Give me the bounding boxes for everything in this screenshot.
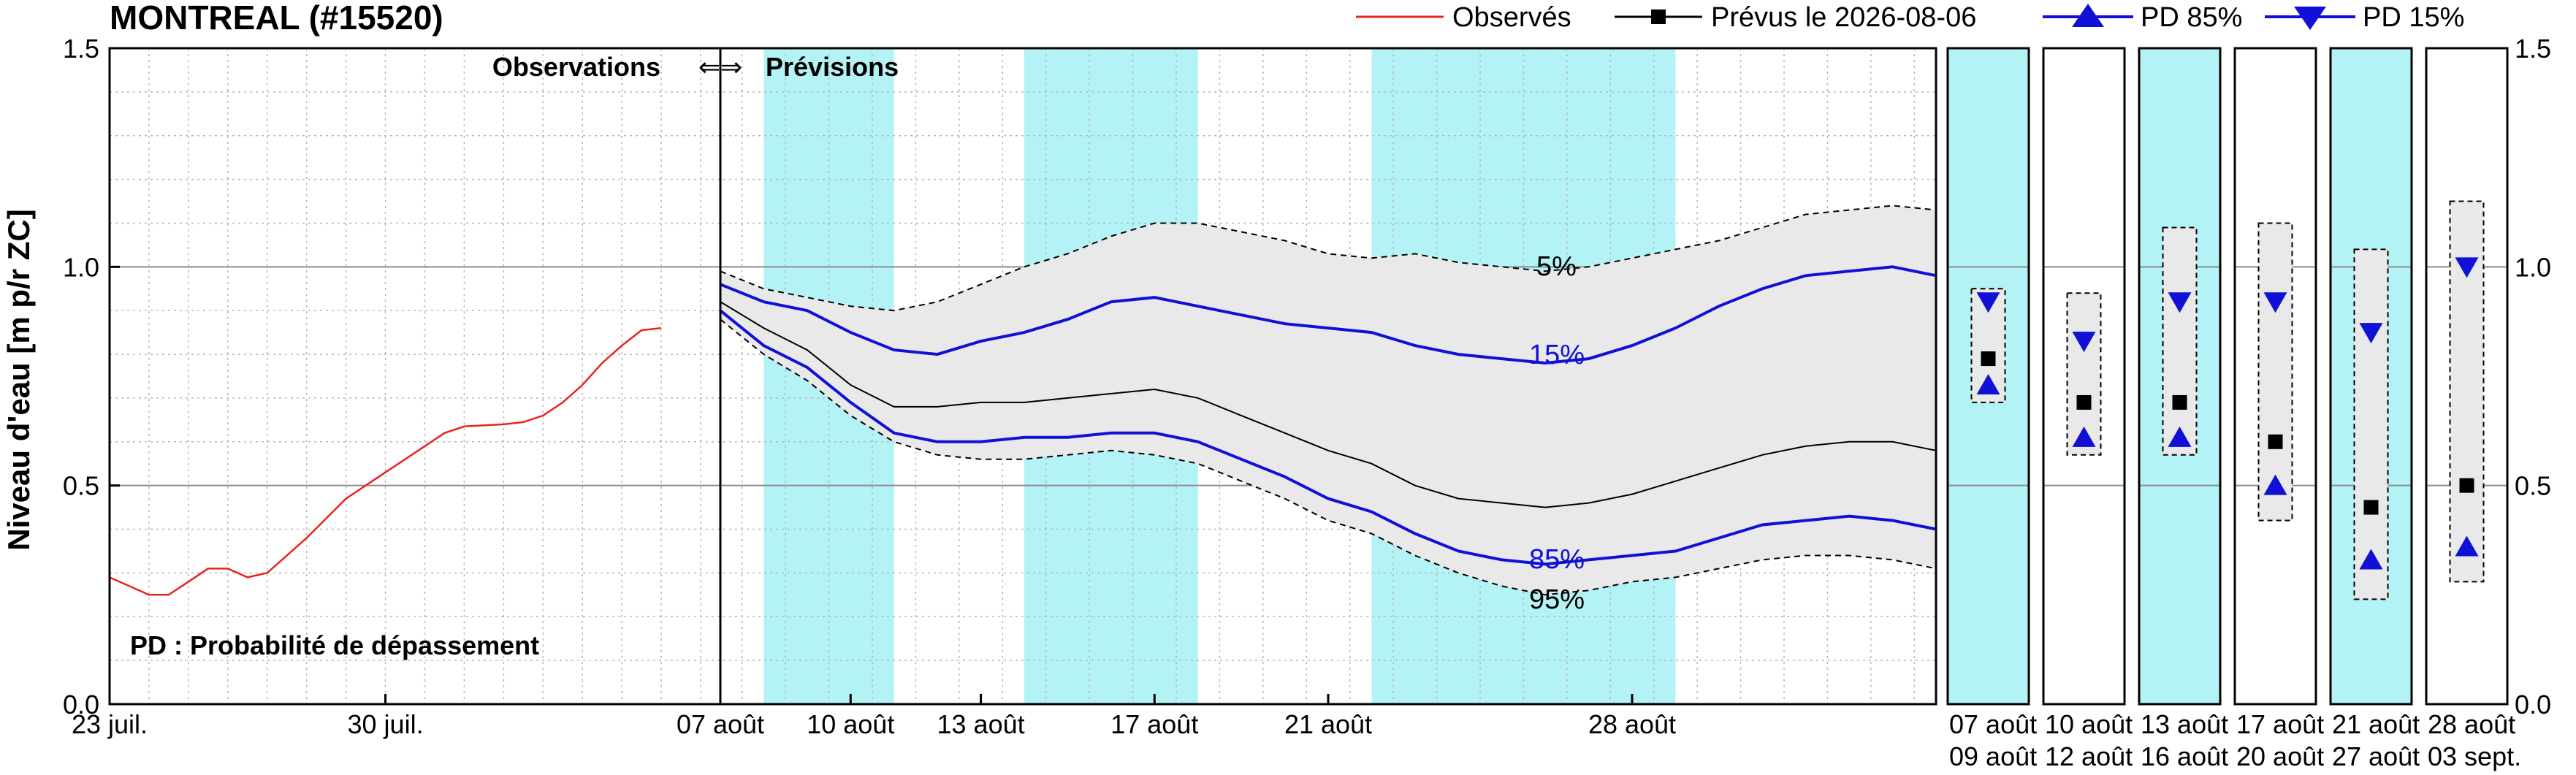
- legend-forecast-label: Prévus le 2026-08-06: [1711, 2, 1976, 33]
- weekly-period-start: 21 août: [2332, 709, 2420, 739]
- label-85-percent: 85%: [1529, 544, 1585, 575]
- weekly-period-end: 27 août: [2332, 741, 2420, 771]
- x-tick-label: 13 août: [937, 709, 1025, 739]
- y-tick-label: 1.5: [63, 34, 99, 64]
- weekly-period-start: 17 août: [2236, 709, 2324, 739]
- legend-forecast-marker: [1651, 9, 1666, 24]
- weekly-pd15-marker: [1976, 292, 2000, 313]
- weekly-panel-frame: [2138, 47, 2222, 706]
- y-tick-label: 0.0: [63, 690, 99, 719]
- legend-pd15-marker: [2294, 7, 2326, 30]
- x-tick-label: 07 août: [677, 709, 764, 739]
- weekly-forecast-marker: [2172, 394, 2187, 410]
- section-arrows: ⇐⇒: [698, 52, 742, 82]
- weekly-range-box: [2257, 222, 2293, 522]
- legend-pd15-label: PD 15%: [2363, 2, 2464, 33]
- weekly-period-start: 07 août: [1949, 709, 2037, 739]
- label-95-percent: 95%: [1529, 584, 1585, 615]
- series-line-observed: [109, 327, 662, 596]
- weekly-pd85-marker: [1976, 373, 2000, 394]
- forecast-section-label: Prévisions: [766, 52, 899, 82]
- y-tick-label: 1.0: [63, 252, 99, 282]
- weekly-pd15-marker: [2263, 292, 2287, 313]
- label-15-percent: 15%: [1529, 340, 1585, 370]
- weekly-range-box: [2353, 248, 2389, 600]
- x-tick-label: 17 août: [1110, 709, 1198, 739]
- uncertainty-band: [720, 205, 1936, 595]
- weekly-panel-frame: [2329, 47, 2413, 706]
- weekly-pd15-marker: [2455, 257, 2479, 278]
- right-y-tick-label: 1.5: [2515, 34, 2551, 64]
- weekly-range-box: [2449, 200, 2485, 583]
- x-tick-label: 23 juil.: [72, 709, 148, 739]
- weekly-pd85-marker: [2263, 474, 2287, 495]
- x-tick-label: 21 août: [1284, 709, 1372, 739]
- weekly-period-end: 20 août: [2236, 741, 2324, 771]
- series-line-p15: [720, 265, 1937, 365]
- weekly-period-end: 16 août: [2141, 741, 2228, 771]
- series-line-p5: [720, 205, 1937, 312]
- legend-pd85-label: PD 85%: [2141, 2, 2242, 33]
- x-tick-label: 10 août: [807, 709, 894, 739]
- legend-pd85-marker: [2072, 4, 2104, 27]
- y-tick-label: 0.5: [63, 471, 99, 501]
- series-line-p85: [719, 309, 1937, 566]
- weekly-forecast-marker: [2076, 394, 2092, 410]
- right-y-tick-label: 1.0: [2515, 252, 2551, 282]
- main-plot: 0.0 0.5 1.0 1.5 23 juil. 30 juil. 07 août 10 ao…: [63, 34, 1937, 739]
- weekly-forecast-marker: [2268, 434, 2283, 449]
- weekly-panel-frame: [2042, 47, 2126, 706]
- x-tick-label: 28 août: [1588, 709, 1676, 739]
- pd-note: PD : Probabilité de dépassement: [130, 630, 539, 660]
- weekly-pd85-marker: [2168, 426, 2192, 447]
- observations-section-label: Observations: [492, 52, 660, 82]
- weekly-period-end: 03 sept.: [2428, 741, 2521, 771]
- weekly-period-end: 09 août: [1949, 741, 2037, 771]
- weekly-period-start: 13 août: [2141, 709, 2228, 739]
- series-line-forecast: [720, 301, 1937, 508]
- weekly-panel-frame: [2425, 47, 2509, 706]
- chart-title: MONTREAL (#15520): [110, 0, 443, 37]
- label-5-percent: 5%: [1536, 251, 1577, 282]
- legend: Observés Prévus le 2026-08-06 PD 85% PD …: [1356, 2, 2464, 33]
- weekly-forecast-marker: [2459, 478, 2474, 493]
- y-axis-label: Niveau d'eau [m p/r ZC]: [1, 209, 36, 550]
- weekly-pd85-marker: [2359, 549, 2383, 570]
- weekly-pd15-marker: [2072, 332, 2096, 353]
- weekly-period-start: 28 août: [2428, 709, 2515, 739]
- weekly-forecast-marker: [1981, 351, 1996, 367]
- weekly-panel-frame: [1946, 47, 2030, 706]
- weekly-pd85-marker: [2072, 426, 2096, 447]
- weekly-panel-frame: [2233, 47, 2317, 706]
- main-plot-frame: [108, 47, 1937, 706]
- right-y-tick-label: 0.0: [2515, 690, 2551, 719]
- weekly-period-start: 10 août: [2045, 709, 2133, 739]
- legend-observed-label: Observés: [1452, 2, 1571, 33]
- weekly-pd15-marker: [2359, 323, 2383, 344]
- weekly-period-end: 12 août: [2045, 741, 2133, 771]
- x-tick-label: 30 juil.: [348, 709, 424, 739]
- weekly-forecast-marker: [2363, 500, 2379, 515]
- weekly-range-box: [2162, 226, 2198, 456]
- weekly-pd15-marker: [2168, 292, 2192, 313]
- weekly-pd85-marker: [2455, 535, 2479, 557]
- right-y-tick-label: 0.5: [2515, 471, 2551, 501]
